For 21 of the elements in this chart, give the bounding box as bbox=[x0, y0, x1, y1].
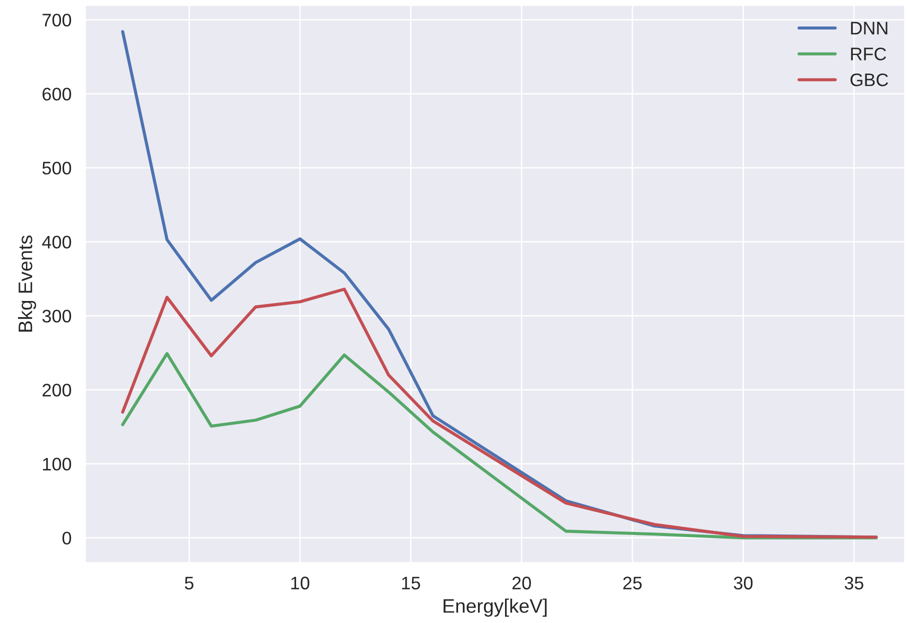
y-tick-label: 0 bbox=[62, 532, 72, 545]
y-tick-label: 200 bbox=[42, 384, 72, 397]
y-tick-label: 500 bbox=[42, 162, 72, 175]
y-tick-label: 100 bbox=[43, 458, 72, 471]
y-tick-label: 300 bbox=[42, 310, 72, 323]
x-tick-label: 5 bbox=[184, 576, 194, 590]
legend-label: RFC bbox=[851, 48, 886, 60]
legend-label: GBC bbox=[850, 73, 888, 86]
x-tick-label: 25 bbox=[623, 576, 642, 590]
x-axis-title: Energy[keV] bbox=[444, 598, 547, 617]
x-tick-label: 30 bbox=[734, 576, 753, 590]
legend-label: DNN bbox=[851, 22, 888, 34]
x-tick-label: 20 bbox=[512, 576, 531, 590]
y-tick-label: 400 bbox=[42, 236, 72, 249]
y-axis-title: Bkg Events bbox=[18, 236, 36, 332]
y-tick-label: 700 bbox=[42, 14, 72, 27]
y-tick-label: 600 bbox=[42, 88, 72, 101]
x-tick-label: 10 bbox=[291, 576, 310, 590]
line-series bbox=[121, 288, 878, 539]
x-tick-label: 35 bbox=[844, 576, 864, 590]
x-tick-label: 15 bbox=[402, 576, 420, 590]
